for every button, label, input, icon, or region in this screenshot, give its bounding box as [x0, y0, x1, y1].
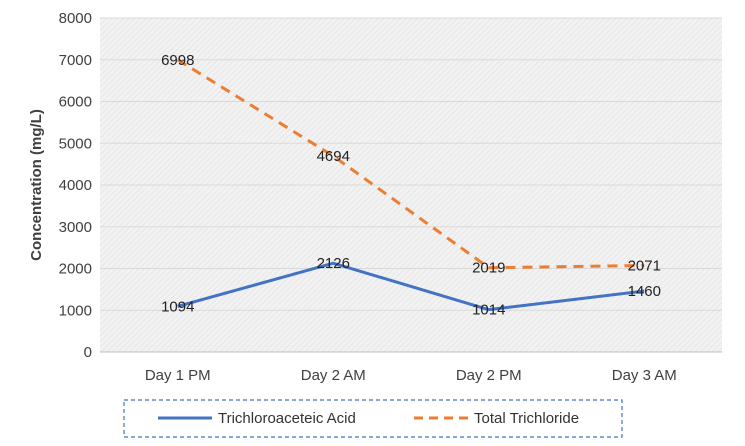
data-label: 1014: [472, 302, 505, 319]
y-tick-label: 1000: [59, 302, 92, 319]
gridlines: [100, 17, 722, 353]
y-tick-label: 4000: [59, 177, 92, 194]
y-tick-label: 6000: [59, 94, 92, 111]
x-tick-label: Day 3 AM: [612, 367, 677, 384]
y-tick-label: 2000: [59, 261, 92, 278]
y-tick-label: 7000: [59, 52, 92, 69]
legend-label-total: Total Trichloride: [474, 410, 579, 427]
y-axis-ticks: 0 1000 2000 3000 4000 5000 6000 7000 8000: [59, 10, 92, 361]
data-label: 2071: [628, 258, 661, 275]
y-axis-title: Concentration (mg/L): [28, 109, 45, 261]
y-tick-label: 8000: [59, 10, 92, 27]
data-label: 2126: [317, 255, 350, 272]
y-tick-label: 3000: [59, 219, 92, 236]
data-labels: 1094 2126 1014 1460 6998 4694 2019 2071: [161, 52, 661, 319]
x-axis-ticks: Day 1 PM Day 2 AM Day 2 PM Day 3 AM: [145, 367, 677, 384]
data-label: 1460: [628, 283, 661, 300]
series-lines: [176, 58, 645, 312]
y-tick-label: 0: [84, 344, 92, 361]
legend-label-tca: Trichloroaceteic Acid: [218, 410, 356, 427]
x-tick-label: Day 2 AM: [301, 367, 366, 384]
data-label: 1094: [161, 298, 194, 315]
series-line-total: [176, 58, 645, 270]
x-tick-label: Day 2 PM: [456, 367, 522, 384]
y-tick-label: 5000: [59, 135, 92, 152]
data-label: 4694: [317, 148, 350, 165]
data-label: 6998: [161, 52, 194, 69]
data-label: 2019: [472, 260, 505, 277]
legend: Trichloroaceteic Acid Total Trichloride: [123, 399, 623, 438]
series-line-tca: [177, 261, 645, 312]
x-tick-label: Day 1 PM: [145, 367, 211, 384]
